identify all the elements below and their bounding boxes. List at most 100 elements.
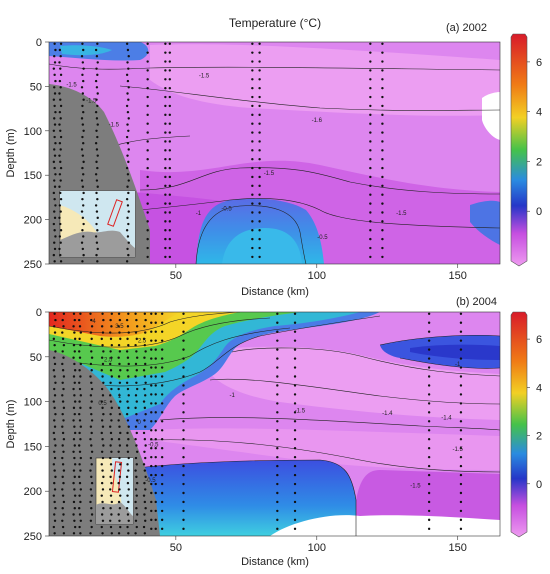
station-sample-dot xyxy=(154,411,157,414)
station-sample-dot xyxy=(154,339,157,342)
station-sample-dot xyxy=(53,513,56,516)
station-sample-dot xyxy=(459,527,463,531)
station-sample-dot xyxy=(146,166,149,170)
contour-label: -1.4 xyxy=(441,416,452,422)
station-sample-dot xyxy=(142,431,146,435)
station-sample-dot xyxy=(101,406,104,410)
station-sample-dot xyxy=(89,469,92,472)
station-sample-dot xyxy=(109,488,112,491)
contour-label: -0.5 xyxy=(221,207,232,213)
station-sample-dot xyxy=(78,450,82,453)
station-sample-dot xyxy=(89,519,93,522)
station-sample-dot xyxy=(150,429,153,432)
station-sample-dot xyxy=(251,237,254,241)
station-sample-dot xyxy=(53,488,57,491)
station-sample-dot xyxy=(143,312,147,315)
station-sample-dot xyxy=(160,411,164,414)
station-sample-dot xyxy=(82,110,85,114)
station-sample-dot xyxy=(82,191,85,195)
station-sample-dot xyxy=(168,255,172,259)
station-sample-dot xyxy=(143,532,147,535)
station-sample-dot xyxy=(82,235,85,238)
station-sample-dot xyxy=(154,518,157,522)
station-sample-dot xyxy=(102,318,105,322)
station-sample-dot xyxy=(127,222,130,226)
station-sample-dot xyxy=(53,362,57,366)
station-sample-dot xyxy=(54,507,57,510)
station-sample-dot xyxy=(89,456,93,460)
station-sample-dot xyxy=(90,325,94,328)
y-tick-label: 0 xyxy=(36,307,42,319)
station-sample-dot xyxy=(78,494,81,497)
station-sample-dot xyxy=(62,312,66,315)
station-sample-dot xyxy=(126,204,130,207)
station-sample-dot xyxy=(154,464,157,468)
station-sample-dot xyxy=(100,356,104,359)
station-sample-dot xyxy=(427,438,431,441)
station-sample-dot xyxy=(293,312,297,315)
station-sample-dot xyxy=(117,356,120,359)
station-sample-dot xyxy=(182,312,185,315)
station-sample-dot xyxy=(135,400,138,403)
station-sample-dot xyxy=(427,473,431,477)
station-sample-dot xyxy=(182,393,185,396)
station-sample-dot xyxy=(95,129,98,132)
station-sample-dot xyxy=(118,456,121,460)
station-sample-dot xyxy=(182,384,185,387)
station-sample-dot xyxy=(61,425,64,428)
station-sample-dot xyxy=(135,369,138,372)
station-sample-dot xyxy=(369,184,372,188)
station-sample-dot xyxy=(258,69,261,72)
station-sample-dot xyxy=(90,450,94,453)
station-sample-dot xyxy=(369,42,372,45)
station-sample-dot xyxy=(52,400,56,403)
station-sample-dot xyxy=(276,527,279,531)
station-sample-dot xyxy=(79,331,83,334)
station-sample-dot xyxy=(59,135,63,139)
station-sample-dot xyxy=(164,78,167,81)
station-sample-dot xyxy=(143,343,147,347)
station-sample-dot xyxy=(100,463,103,466)
station-sample-dot xyxy=(164,60,167,63)
station-sample-dot xyxy=(117,325,120,328)
station-sample-dot xyxy=(100,369,103,372)
station-sample-dot xyxy=(90,400,93,403)
station-sample-dot xyxy=(154,473,157,477)
station-sample-dot xyxy=(53,216,57,220)
station-sample-dot xyxy=(146,211,149,214)
station-sample-dot xyxy=(90,350,93,353)
x-tick-label: 100 xyxy=(308,542,326,554)
station-sample-dot xyxy=(101,519,105,522)
station-sample-dot xyxy=(427,527,431,531)
station-sample-dot xyxy=(94,173,98,176)
station-sample-dot xyxy=(73,337,77,341)
station-sample-dot xyxy=(168,86,172,90)
station-sample-dot xyxy=(109,444,112,447)
station-sample-dot xyxy=(182,411,185,414)
panel-b-frame xyxy=(48,311,501,537)
station-sample-dot xyxy=(58,92,61,95)
station-sample-dot xyxy=(127,394,130,397)
station-sample-dot xyxy=(52,494,56,497)
station-sample-dot xyxy=(126,92,129,95)
station-sample-dot xyxy=(258,86,261,90)
station-sample-dot xyxy=(369,175,372,179)
station-sample-dot xyxy=(459,438,463,441)
station-sample-dot xyxy=(81,247,85,251)
station-sample-dot xyxy=(100,525,103,529)
station-sample-dot xyxy=(53,312,56,315)
station-sample-dot xyxy=(96,154,99,157)
station-sample-dot xyxy=(381,113,384,117)
station-sample-dot xyxy=(54,318,57,322)
station-sample-dot xyxy=(258,229,261,232)
station-sample-dot xyxy=(150,500,153,504)
station-sample-dot xyxy=(160,446,164,450)
station-sample-dot xyxy=(135,387,139,391)
station-sample-dot xyxy=(109,400,113,403)
station-sample-dot xyxy=(96,260,99,263)
station-sample-dot xyxy=(381,95,384,99)
station-sample-dot xyxy=(251,229,254,232)
station-sample-dot xyxy=(62,419,65,422)
station-sample-dot xyxy=(109,412,112,416)
station-sample-dot xyxy=(82,67,85,70)
